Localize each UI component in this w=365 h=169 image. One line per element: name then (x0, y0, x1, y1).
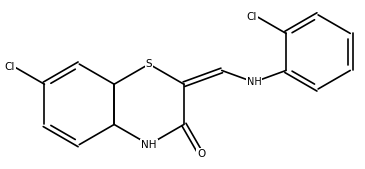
Text: NH: NH (246, 77, 261, 87)
Text: Cl: Cl (247, 12, 257, 22)
Text: Cl: Cl (4, 62, 15, 72)
Text: NH: NH (141, 140, 157, 150)
Text: S: S (146, 59, 152, 69)
Text: O: O (197, 149, 205, 159)
